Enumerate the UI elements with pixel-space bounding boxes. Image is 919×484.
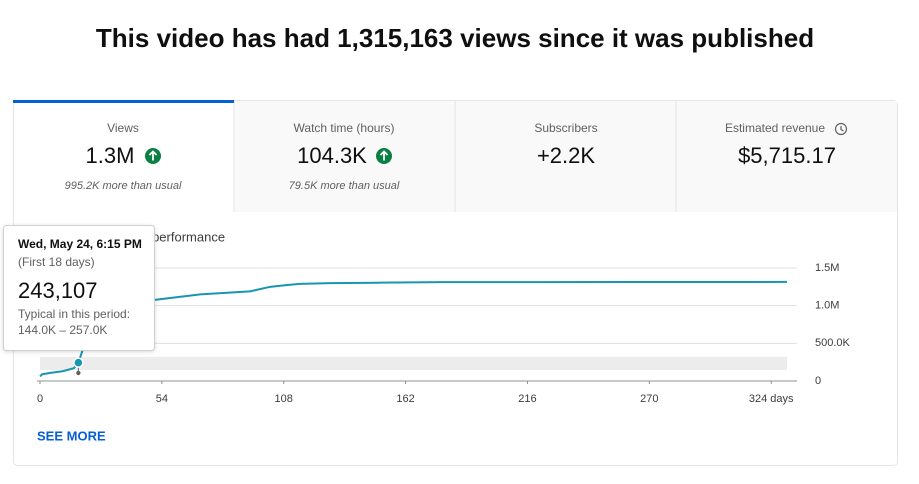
x-tick-label: 162 — [396, 393, 414, 405]
x-tick-label: 0 — [37, 393, 43, 405]
headline: This video has had 1,315,163 views since… — [96, 23, 814, 53]
clock-icon — [834, 122, 848, 136]
selected-tab-bar — [13, 100, 234, 103]
tooltip: Wed, May 24, 6:15 PM (First 18 days) 243,1… — [3, 225, 155, 351]
tooltip-box — [3, 225, 155, 351]
tab-value: 104.3K — [297, 143, 367, 168]
y-tick-label: 1.5M — [815, 262, 839, 274]
y-tick-label: 1.0M — [815, 300, 839, 312]
tab-note: 995.2K more than usual — [65, 180, 182, 192]
tab[interactable]: Watch time (hours) 104.3K 79.5K more tha… — [289, 121, 400, 192]
tab-note: 79.5K more than usual — [289, 180, 400, 192]
x-tick-label: 108 — [275, 393, 293, 405]
x-tick-label: 324 days — [749, 393, 794, 405]
see-more-link[interactable]: SEE MORE — [37, 428, 106, 443]
clock-hands — [840, 126, 844, 132]
tab[interactable]: Subscribers +2.2K — [534, 121, 597, 168]
tooltip-value: 243,107 — [18, 278, 98, 303]
tab-value: $5,715.17 — [738, 143, 836, 168]
y-tick-label: 500.0K — [815, 337, 851, 349]
tooltip-typical-range: 144.0K – 257.0K — [18, 323, 107, 337]
up-arrow — [379, 150, 389, 161]
tab-label: Subscribers — [534, 121, 597, 135]
y-tick-label: 0 — [815, 375, 821, 387]
hover-point — [73, 357, 84, 368]
tab-label: Estimated revenue — [725, 121, 825, 135]
tooltip-date: Wed, May 24, 6:15 PM — [18, 237, 142, 251]
x-tick-label: 216 — [518, 393, 536, 405]
up-arrow — [148, 150, 158, 161]
x-tick-label: 54 — [156, 393, 168, 405]
tab-label: Views — [107, 121, 139, 135]
x-tick-label: 270 — [640, 393, 658, 405]
tab-bg — [234, 101, 897, 212]
tooltip-typical-label: Typical in this period: — [18, 307, 130, 321]
tab-value: 1.3M — [86, 143, 135, 168]
typical-band — [40, 356, 787, 371]
tab-value: +2.2K — [537, 143, 595, 168]
hover-base — [76, 370, 81, 376]
tab[interactable]: Views 1.3M 995.2K more than usual — [65, 121, 182, 192]
tooltip-period: (First 18 days) — [18, 255, 95, 269]
tab[interactable]: Estimated revenue $5,715.17 — [725, 121, 848, 168]
tab-label: Watch time (hours) — [294, 121, 395, 135]
